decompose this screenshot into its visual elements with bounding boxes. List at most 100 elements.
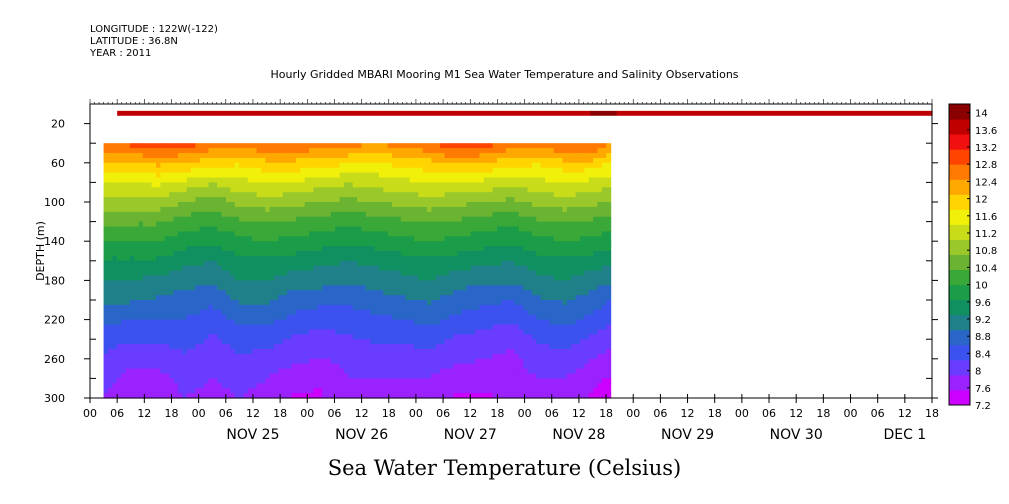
heatmap-cell (330, 344, 336, 350)
heatmap-cell (309, 334, 314, 340)
heatmap-cell (243, 290, 249, 296)
heatmap-cell (383, 255, 389, 262)
heatmap-cell (234, 192, 240, 198)
heatmap-cell (225, 241, 231, 247)
heatmap-cell (278, 295, 284, 301)
heatmap-cell (247, 368, 253, 375)
heatmap-cell (121, 344, 127, 350)
heatmap-cell (147, 153, 153, 159)
heatmap-cell (274, 162, 280, 169)
heatmap-cell (260, 226, 266, 232)
heatmap-cell (400, 300, 406, 306)
heatmap-cell (392, 349, 398, 355)
heatmap-cell (496, 309, 502, 316)
heatmap-cell (199, 226, 205, 232)
heatmap-cell (138, 162, 144, 169)
heatmap-cell (295, 304, 301, 311)
heatmap-cell (422, 324, 428, 330)
heatmap-cell (304, 192, 310, 198)
heatmap-cell (300, 295, 306, 301)
heatmap-cell (278, 309, 284, 316)
heatmap-cell (400, 192, 406, 198)
heatmap-cell (352, 383, 358, 389)
heatmap-cell (413, 339, 419, 345)
heatmap-cell (444, 358, 450, 365)
heatmap-cell (313, 358, 319, 365)
heatmap-cell (409, 393, 415, 399)
heatmap-cell (260, 304, 266, 311)
heatmap-cell (164, 388, 170, 394)
heatmap-cell (252, 260, 258, 267)
heatmap-cell (134, 177, 140, 183)
heatmap-cell (330, 251, 336, 257)
heatmap-cell (413, 236, 419, 242)
heatmap-cell (177, 334, 183, 340)
heatmap-cell (129, 143, 135, 149)
heatmap-cell (357, 334, 363, 340)
heatmap-cell (239, 319, 245, 326)
heatmap-cell (252, 309, 258, 316)
heatmap-cell (177, 388, 183, 394)
heatmap-cell (457, 339, 463, 345)
heatmap-cell (365, 143, 371, 149)
heatmap-cell (300, 162, 306, 169)
heatmap-cell (492, 329, 498, 335)
heatmap-cell (496, 167, 502, 174)
heatmap-cell (225, 319, 231, 326)
heatmap-cell (501, 202, 507, 208)
heatmap-cell (225, 324, 231, 330)
heatmap-cell (134, 211, 140, 218)
heatmap-cell (461, 236, 467, 242)
heatmap-cell (335, 162, 341, 169)
heatmap-cell (492, 290, 498, 296)
heatmap-cell (230, 192, 236, 198)
heatmap-cell (448, 295, 454, 301)
heatmap-cell (186, 295, 192, 301)
heatmap-cell (252, 216, 258, 223)
heatmap-cell (186, 202, 192, 208)
heatmap-cell (488, 304, 494, 311)
heatmap-cell (129, 246, 135, 252)
heatmap-cell (470, 334, 476, 340)
heatmap-cell (475, 216, 481, 223)
heatmap-cell (440, 236, 446, 242)
heatmap-cell (156, 211, 161, 218)
heatmap-cell (348, 378, 354, 384)
heatmap-cell (488, 329, 494, 335)
heatmap-cell (435, 197, 441, 203)
heatmap-cell (335, 153, 341, 159)
heatmap-cell (457, 368, 463, 375)
heatmap-cell (116, 393, 122, 399)
heatmap-cell (217, 349, 223, 355)
heatmap-cell (378, 300, 384, 306)
heatmap-cell (453, 148, 459, 154)
heatmap-cell (309, 172, 314, 179)
heatmap-cell (121, 192, 127, 198)
heatmap-cell (431, 148, 437, 154)
heatmap-cell (427, 280, 432, 286)
heatmap-cell (405, 202, 411, 208)
heatmap-cell (164, 251, 170, 257)
heatmap-cell (466, 202, 472, 208)
heatmap-cell (212, 388, 218, 394)
heatmap-cell (274, 172, 280, 179)
heatmap-cell (282, 304, 288, 311)
heatmap-cell (260, 197, 266, 203)
heatmap-cell (466, 309, 472, 316)
heatmap-cell (252, 290, 258, 296)
heatmap-cell (208, 182, 214, 188)
heatmap-cell (304, 226, 310, 232)
heatmap-cell (164, 260, 170, 267)
heatmap-cell (116, 329, 122, 335)
heatmap-cell (142, 172, 148, 179)
heatmap-cell (199, 216, 205, 223)
heatmap-cell (221, 153, 227, 159)
heatmap-cell (164, 231, 170, 237)
heatmap-cell (496, 304, 502, 311)
heatmap-cell (173, 344, 179, 350)
heatmap-cell (322, 148, 328, 154)
heatmap-cell (479, 143, 485, 149)
heatmap-cell (239, 157, 245, 164)
heatmap-cell (304, 324, 310, 330)
heatmap-cell (186, 339, 192, 345)
